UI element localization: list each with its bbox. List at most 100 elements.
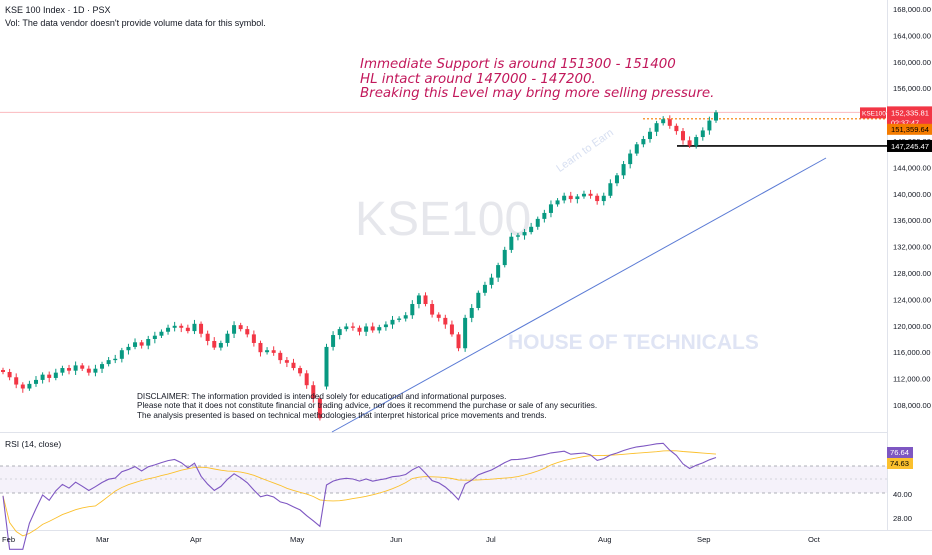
candle-body xyxy=(265,350,270,353)
candle-body xyxy=(634,144,639,154)
candle-body xyxy=(93,368,98,373)
rsi-band-fill xyxy=(0,466,887,493)
candle-body xyxy=(344,326,349,330)
candle-body xyxy=(423,295,428,305)
time-tick-label: Jul xyxy=(486,535,496,544)
candle-body xyxy=(152,335,157,339)
candle-body xyxy=(463,317,468,349)
countdown-tag: 02:37:47 xyxy=(891,118,919,127)
candle-body xyxy=(238,325,243,330)
candle-body xyxy=(337,329,342,336)
candle-body xyxy=(436,314,441,318)
candle-body xyxy=(614,175,619,184)
price-tick-label: 164,000.00 xyxy=(893,31,931,40)
candle-body xyxy=(324,346,329,387)
candle-body xyxy=(179,325,184,328)
watermark-symbol: KSE100 xyxy=(355,193,531,246)
price-tick-label: 136,000.00 xyxy=(893,216,931,225)
candle-body xyxy=(674,125,679,132)
price-tick-label: 128,000.00 xyxy=(893,269,931,278)
candle-body xyxy=(14,377,19,385)
candle-body xyxy=(159,331,164,336)
rsi-ma-line xyxy=(2,450,717,537)
candle-body xyxy=(588,193,593,196)
candle-body xyxy=(205,333,210,341)
candles xyxy=(1,110,718,421)
time-tick-label: May xyxy=(290,535,305,544)
rsi-ma-tag-bg xyxy=(887,458,913,469)
candle-body xyxy=(251,334,256,343)
candle-body xyxy=(34,379,39,384)
rsi-legend[interactable]: RSI (14, close) xyxy=(5,439,62,449)
symbol-title[interactable]: KSE 100 Index · 1D · PSX xyxy=(5,5,111,15)
time-tick-label: Feb xyxy=(2,535,15,544)
candle-body xyxy=(680,131,685,141)
candle-body xyxy=(502,249,507,266)
candle-body xyxy=(489,277,494,285)
candle-body xyxy=(364,326,369,332)
candle-body xyxy=(390,319,395,325)
candle-body xyxy=(654,123,659,132)
rsi-value-tag: 76.64 xyxy=(890,448,909,457)
candle-body xyxy=(232,325,237,334)
candle-body xyxy=(53,372,58,378)
candle-body xyxy=(113,358,118,361)
candle-body xyxy=(548,204,553,213)
candle-body xyxy=(410,304,415,316)
candle-body xyxy=(106,360,111,365)
candle-body xyxy=(271,350,276,353)
candle-body xyxy=(707,120,712,131)
price-tick-label: 108,000.00 xyxy=(893,401,931,410)
candle-body xyxy=(199,323,204,334)
annotation-line: HL intact around 147000 - 147200. xyxy=(360,71,596,87)
last-price-tag-bg xyxy=(887,106,932,129)
rsi-value-tag-bg xyxy=(887,447,913,458)
price-tick-label: 116,000.00 xyxy=(893,348,930,357)
candle-body xyxy=(515,235,520,237)
candle-body xyxy=(298,368,303,374)
time-axis: Feb Mar Apr May Jun Jul Aug Sep Oct xyxy=(2,535,821,544)
analysis-annotation[interactable]: Immediate Support is around 151300 - 151… xyxy=(360,57,715,102)
candle-body xyxy=(608,183,613,196)
candle-body xyxy=(667,119,672,126)
price-levels xyxy=(0,111,887,147)
trendline xyxy=(331,157,827,433)
time-tick-label: Mar xyxy=(96,535,110,544)
candle-body xyxy=(258,342,263,353)
candle-body xyxy=(469,307,474,318)
candle-body xyxy=(100,364,105,369)
time-tick-label: Oct xyxy=(808,535,821,544)
candle-body xyxy=(529,226,534,233)
candle-body xyxy=(496,265,501,278)
candle-body xyxy=(581,193,586,197)
candle-body xyxy=(555,200,560,205)
volume-notice: Vol: The data vendor doesn't provide vol… xyxy=(5,18,266,28)
candle-body xyxy=(542,212,547,219)
price-tick-label: 144,000.00 xyxy=(893,163,931,172)
candle-body xyxy=(628,153,633,165)
candle-body xyxy=(119,350,124,359)
candle-body xyxy=(714,112,718,121)
candle-body xyxy=(377,327,382,331)
support-tag: 151,359.64 xyxy=(891,125,929,134)
candle-body xyxy=(185,327,190,332)
candle-body xyxy=(509,236,514,250)
rsi-tick-label: 28.00 xyxy=(893,514,912,523)
rsi-tick-label: 40.00 xyxy=(893,490,912,499)
annotation-line: Breaking this Level may bring more selli… xyxy=(360,86,715,101)
price-tick-label: 112,000.00 xyxy=(893,375,930,384)
candle-body xyxy=(304,373,309,386)
price-tick-label: 156,000.00 xyxy=(893,84,931,93)
candle-body xyxy=(218,342,223,348)
candle-body xyxy=(73,365,78,371)
rsi-pane xyxy=(0,442,887,550)
candle-body xyxy=(291,362,296,369)
candle-body xyxy=(562,195,567,201)
candle-body xyxy=(7,372,12,378)
candle-body xyxy=(225,333,230,343)
candle-body xyxy=(212,340,217,348)
candle-body xyxy=(350,326,355,328)
